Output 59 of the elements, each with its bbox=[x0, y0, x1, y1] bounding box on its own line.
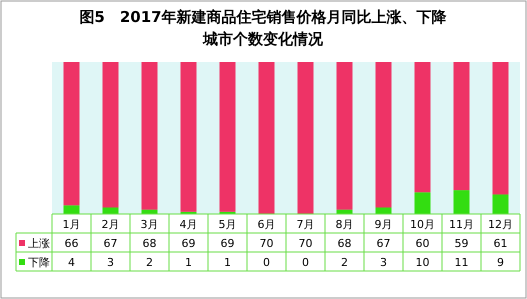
bar bbox=[64, 205, 80, 214]
data-label: 0 bbox=[263, 256, 270, 269]
x-tick-label: 7月 bbox=[296, 218, 314, 231]
bar bbox=[492, 62, 508, 194]
x-tick-label: 10月 bbox=[410, 218, 435, 231]
bar bbox=[414, 192, 430, 214]
bar bbox=[376, 62, 392, 208]
chart-title: 图5 2017年新建商品住宅销售价格月同比上涨、下降城市个数变化情况 bbox=[79, 8, 448, 48]
data-label: 1 bbox=[185, 256, 192, 269]
data-label: 2 bbox=[341, 256, 348, 269]
bar bbox=[454, 190, 470, 214]
data-label: 68 bbox=[338, 237, 352, 250]
x-tick-label: 3月 bbox=[140, 218, 158, 231]
x-tick-label: 9月 bbox=[374, 218, 392, 231]
bar bbox=[454, 62, 470, 190]
bar bbox=[336, 210, 352, 214]
data-label: 10 bbox=[416, 256, 430, 269]
data-label: 3 bbox=[380, 256, 387, 269]
data-label: 4 bbox=[68, 256, 75, 269]
bar bbox=[142, 62, 158, 210]
data-label: 1 bbox=[224, 256, 231, 269]
x-tick-label: 4月 bbox=[180, 218, 198, 231]
x-tick-label: 2月 bbox=[102, 218, 120, 231]
data-label: 69 bbox=[182, 237, 196, 250]
data-label: 9 bbox=[497, 256, 504, 269]
x-tick-label: 11月 bbox=[449, 218, 474, 231]
data-label: 11 bbox=[454, 256, 468, 269]
bar bbox=[298, 62, 314, 214]
bar bbox=[336, 62, 352, 210]
data-label: 60 bbox=[416, 237, 430, 250]
bar bbox=[376, 207, 392, 214]
x-tick-label: 6月 bbox=[258, 218, 276, 231]
data-label: 70 bbox=[298, 237, 312, 250]
bar bbox=[492, 194, 508, 214]
x-tick-label: 12月 bbox=[488, 218, 513, 231]
bar bbox=[414, 62, 430, 192]
legend-label: 上涨 bbox=[28, 237, 50, 250]
data-label: 67 bbox=[104, 237, 118, 250]
x-tick-label: 5月 bbox=[218, 218, 236, 231]
bar bbox=[102, 207, 118, 214]
data-label: 59 bbox=[454, 237, 468, 250]
bar bbox=[102, 62, 118, 208]
bar bbox=[142, 210, 158, 214]
data-label: 68 bbox=[142, 237, 156, 250]
x-tick-label: 1月 bbox=[62, 218, 80, 231]
data-label: 3 bbox=[107, 256, 114, 269]
data-label: 61 bbox=[494, 237, 508, 250]
bar bbox=[258, 62, 274, 214]
data-label: 2 bbox=[146, 256, 153, 269]
x-tick-label: 8月 bbox=[336, 218, 354, 231]
data-label: 69 bbox=[220, 237, 234, 250]
bar bbox=[220, 62, 236, 212]
data-label: 0 bbox=[302, 256, 309, 269]
bar bbox=[64, 62, 80, 206]
bar bbox=[180, 62, 196, 212]
data-label: 66 bbox=[64, 237, 78, 250]
data-label: 70 bbox=[260, 237, 274, 250]
legend-label: 下降 bbox=[28, 256, 50, 269]
data-label: 67 bbox=[376, 237, 390, 250]
